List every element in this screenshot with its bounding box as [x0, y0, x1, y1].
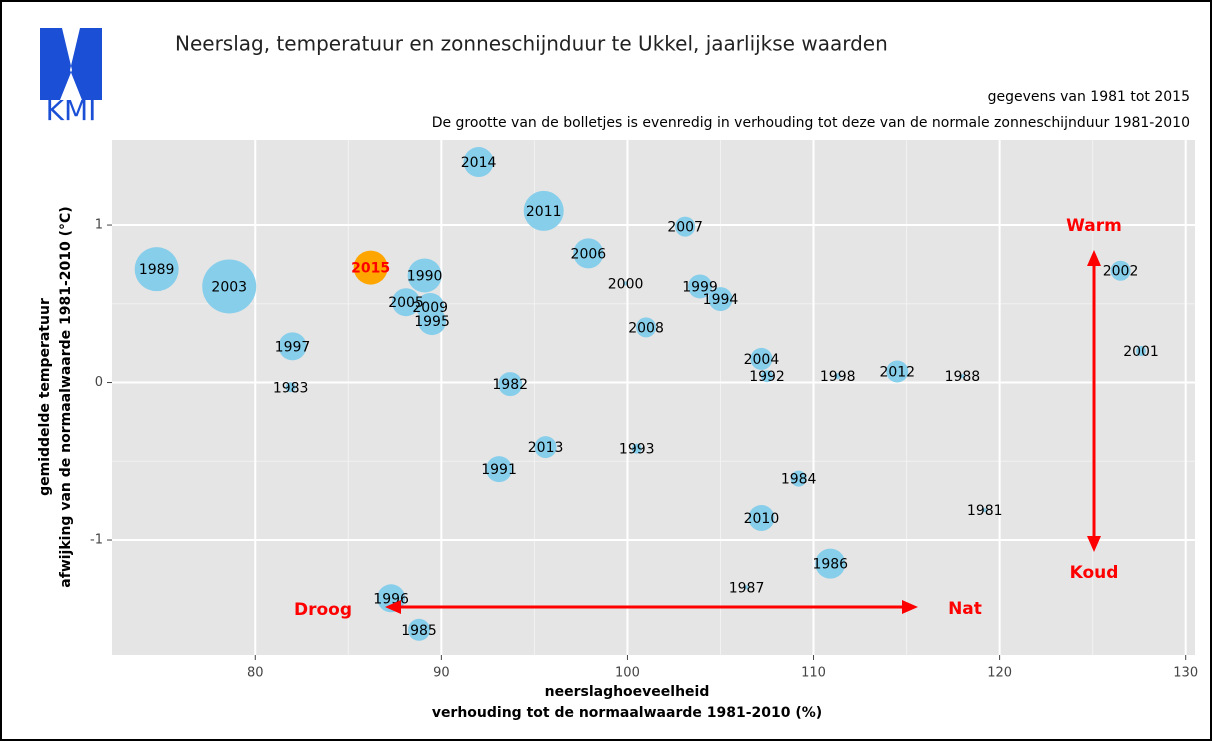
bubble [498, 372, 523, 397]
point-label: 2015 [351, 261, 390, 277]
point-label: 1981 [967, 503, 1003, 519]
bubble [886, 360, 909, 383]
bubble [1136, 346, 1147, 357]
bubble [708, 287, 733, 312]
x-tick-label: 80 [247, 666, 264, 681]
point-label: 2010 [744, 511, 780, 527]
bubble [353, 250, 388, 285]
x-axis-label: verhouding tot de normaalwaarde 1981-201… [432, 705, 822, 721]
point-label: 2004 [744, 352, 780, 368]
bubble [486, 456, 513, 483]
bubble [748, 504, 775, 531]
bubble [675, 216, 696, 237]
point-label: 1988 [945, 369, 981, 385]
bubble [407, 258, 442, 293]
point-label: 1990 [407, 268, 443, 284]
y-axis-label: gemiddelde temperatuur [37, 298, 53, 496]
y-axis-label: afwijking van de normaalwaarde 1981-2010… [58, 206, 74, 587]
point-label: 2003 [211, 279, 247, 295]
point-label: 2007 [667, 220, 703, 236]
y-tick-label: -1 [90, 533, 103, 548]
bubble [982, 508, 987, 513]
point-label: 2011 [526, 204, 562, 220]
subtitle: gegevens van 1981 tot 2015 [988, 89, 1190, 105]
bubble [523, 190, 564, 231]
bubble [790, 470, 807, 487]
point-label: 1998 [820, 369, 856, 385]
bubble [636, 317, 657, 338]
bubble [750, 347, 773, 370]
bubble [408, 618, 431, 641]
point-label: 1986 [812, 557, 848, 573]
bubble [631, 443, 642, 454]
point-label: 1994 [703, 292, 739, 308]
point-label: 1984 [781, 472, 817, 488]
x-tick-label: 100 [615, 666, 640, 681]
x-tick-label: 90 [433, 666, 450, 681]
bubble [744, 585, 749, 590]
point-label: 1992 [749, 369, 785, 385]
point-label: 2013 [528, 440, 564, 456]
bubble [202, 259, 257, 314]
point-label: 2005 [388, 295, 424, 311]
bubble [418, 307, 447, 336]
bubble [463, 147, 494, 178]
bubble [392, 288, 421, 317]
point-label: 1983 [273, 380, 309, 396]
bubble [834, 373, 841, 380]
arrows [385, 250, 1101, 614]
bubble [761, 370, 774, 383]
point-label: 1987 [729, 580, 765, 596]
point-label: 1989 [139, 262, 175, 278]
x-tick-label: 130 [1173, 666, 1198, 681]
bubble [285, 382, 296, 393]
point-label: 2006 [571, 246, 607, 262]
bubble [623, 281, 628, 286]
point-label: 1999 [682, 279, 718, 295]
x-tick-label: 120 [987, 666, 1012, 681]
annotation: Koud [1070, 563, 1119, 583]
x-tick-label: 110 [801, 666, 826, 681]
bubble [534, 436, 557, 459]
point-label: 2014 [461, 155, 497, 171]
point-label: 2008 [628, 320, 664, 336]
x-axis-label: neerslaghoeveelheid [545, 684, 710, 700]
bubble [1110, 260, 1131, 281]
chart-title: Neerslag, temperatuur en zonneschijnduur… [175, 32, 888, 56]
annotation: Nat [948, 599, 982, 619]
point-label: 2009 [412, 300, 448, 316]
point-label: 2012 [879, 365, 915, 381]
bubble [278, 332, 307, 361]
plot-area [112, 140, 1195, 655]
bubble [960, 374, 965, 379]
logo-text: KMI [46, 94, 97, 127]
bubble [688, 274, 713, 299]
point-label: 1995 [414, 314, 450, 330]
point-label: 2002 [1103, 264, 1139, 280]
logo-shape [40, 28, 102, 100]
point-label: 1982 [492, 377, 528, 393]
point-label: 2000 [608, 276, 644, 292]
annotation: Droog [294, 600, 352, 620]
bubble [573, 238, 604, 269]
point-label: 1993 [619, 442, 655, 458]
point-label: 1985 [401, 623, 437, 639]
subtitle: De grootte van de bolletjes is evenredig… [432, 115, 1190, 131]
point-label: 1991 [481, 462, 517, 478]
bubble [815, 548, 846, 579]
annotation: Warm [1066, 216, 1122, 236]
bubble [134, 247, 179, 292]
y-tick-label: 0 [95, 375, 103, 390]
point-label: 1997 [275, 339, 311, 355]
point-label: 2001 [1123, 344, 1159, 360]
y-tick-label: 1 [95, 218, 103, 233]
